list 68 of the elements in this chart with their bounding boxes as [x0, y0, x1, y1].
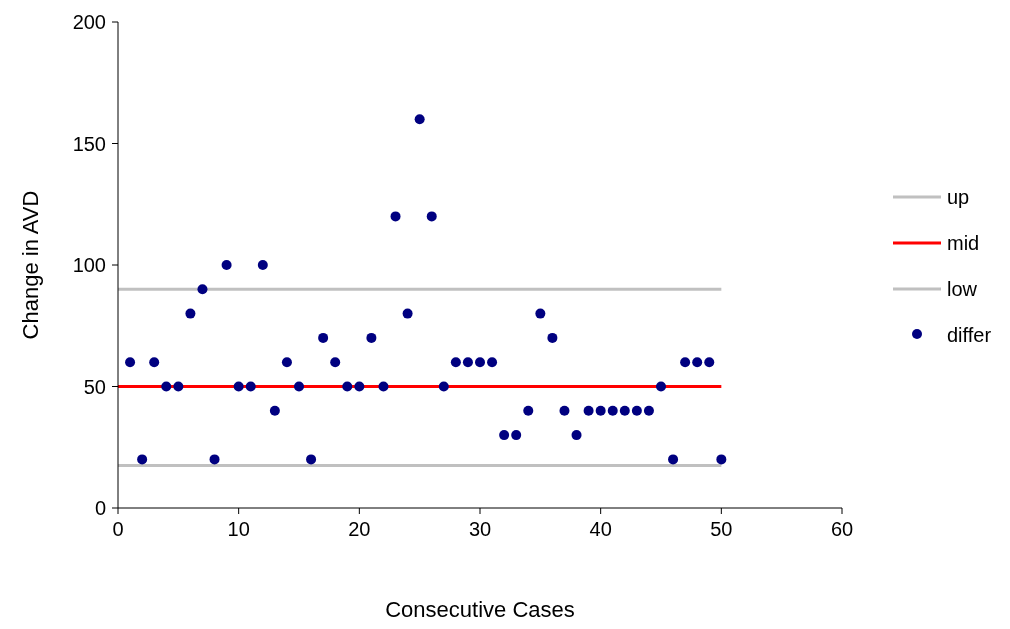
legend-label: low [947, 278, 978, 300]
y-tick-label: 50 [83, 375, 106, 398]
point [692, 357, 703, 368]
point [547, 332, 558, 343]
point [233, 381, 244, 392]
point [475, 357, 485, 368]
point [487, 357, 498, 368]
point [680, 357, 691, 368]
x-axis-title: Consecutive Cases [385, 597, 575, 622]
point [499, 430, 510, 441]
x-tick-label: 50 [710, 518, 733, 540]
y-tick-label: 150 [72, 132, 106, 155]
point [523, 405, 534, 416]
point [221, 260, 232, 270]
y-tick-label: 0 [94, 497, 106, 519]
point [281, 357, 292, 368]
point [330, 357, 341, 368]
point [318, 332, 329, 343]
point [137, 454, 148, 465]
point [390, 211, 401, 222]
point [125, 357, 136, 368]
legend-label: differ [947, 324, 992, 346]
point [595, 405, 606, 416]
point [257, 260, 268, 270]
point [438, 381, 449, 392]
x-tick-label: 30 [468, 518, 492, 540]
point [656, 381, 666, 392]
x-tick-label: 10 [227, 518, 250, 540]
x-tick-label: 40 [589, 518, 612, 540]
point [559, 405, 570, 416]
x-tick-label: 60 [830, 518, 854, 540]
y-tick-label: 100 [72, 254, 106, 276]
point [342, 381, 353, 392]
point [511, 430, 522, 441]
point [716, 454, 727, 465]
point [402, 308, 413, 319]
point [631, 405, 642, 416]
point [668, 454, 679, 465]
point [245, 381, 256, 392]
point [643, 405, 654, 416]
point [366, 332, 377, 343]
point [378, 381, 389, 392]
point [185, 308, 196, 319]
point [704, 357, 715, 368]
legend-label: mid [947, 232, 980, 254]
point [450, 357, 461, 368]
point [354, 381, 365, 392]
point [426, 211, 437, 222]
point [583, 405, 594, 416]
x-tick-label: 20 [348, 518, 371, 540]
point [306, 454, 317, 465]
y-tick-label: 200 [72, 11, 106, 33]
point [149, 357, 160, 368]
point [462, 357, 473, 368]
point [197, 284, 208, 295]
point [571, 430, 582, 441]
x-tick-label: 0 [112, 518, 124, 540]
point [173, 381, 184, 392]
point [607, 405, 618, 416]
point [269, 405, 280, 416]
point [161, 381, 172, 392]
y-axis-title: Change in AVD [18, 190, 43, 340]
legend-label: up [947, 186, 970, 208]
point [294, 381, 304, 392]
point [209, 454, 220, 465]
point [535, 308, 546, 319]
point [619, 405, 630, 416]
point [414, 114, 425, 125]
